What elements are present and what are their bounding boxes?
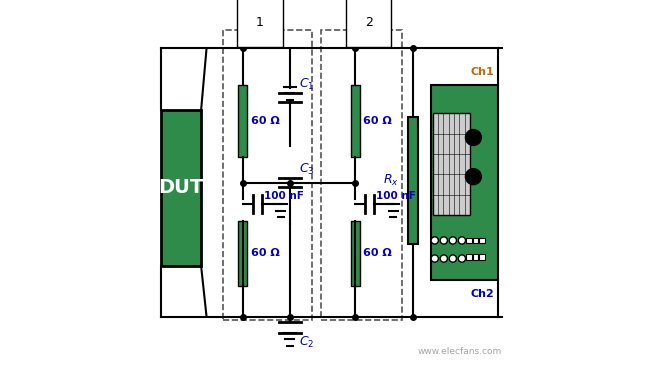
Circle shape [465,169,481,185]
Bar [473,238,479,243]
Bar [223,30,312,320]
Text: www.elecfans.com: www.elecfans.com [418,347,502,356]
Circle shape [440,237,448,244]
Text: 100 nF: 100 nF [376,191,416,201]
Text: DUT: DUT [158,178,204,197]
Text: Ch2: Ch2 [471,289,495,299]
FancyBboxPatch shape [351,85,359,157]
Text: 60 Ω: 60 Ω [251,116,280,126]
FancyBboxPatch shape [161,110,201,266]
Text: 60 Ω: 60 Ω [251,248,280,258]
Text: 1: 1 [256,16,264,28]
FancyBboxPatch shape [351,220,359,286]
Circle shape [450,255,456,262]
Bar [433,114,470,215]
Bar [479,238,485,243]
Bar [466,254,472,260]
Circle shape [458,237,465,244]
Circle shape [458,255,465,262]
Text: 60 Ω: 60 Ω [363,116,392,126]
FancyBboxPatch shape [431,85,498,280]
Text: 100 nF: 100 nF [264,191,304,201]
Text: Ch1: Ch1 [471,68,495,77]
Circle shape [440,255,448,262]
Circle shape [465,130,481,146]
Text: $C_1$: $C_1$ [299,77,314,92]
Circle shape [431,237,438,244]
Text: 2: 2 [365,16,373,28]
FancyBboxPatch shape [238,85,247,157]
Bar [479,254,485,260]
FancyBboxPatch shape [408,117,418,244]
Bar [473,254,479,260]
Bar [466,238,472,243]
Text: $R_x$: $R_x$ [383,173,399,188]
Bar [321,30,402,320]
Text: $C_2$: $C_2$ [299,335,314,350]
Circle shape [450,237,456,244]
Text: 60 Ω: 60 Ω [363,248,392,258]
Circle shape [431,255,438,262]
FancyBboxPatch shape [238,220,247,286]
Text: $C_3$: $C_3$ [299,162,314,177]
